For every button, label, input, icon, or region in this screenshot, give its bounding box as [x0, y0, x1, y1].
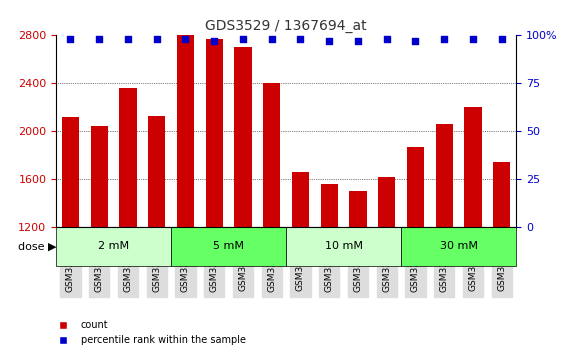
FancyBboxPatch shape [171, 227, 286, 266]
Bar [465, 107, 481, 227]
Bar [177, 35, 194, 227]
Bar [263, 83, 280, 227]
Point [267, 36, 276, 42]
Point [95, 36, 104, 42]
Bar [62, 117, 79, 227]
Bar [234, 47, 251, 227]
Bar [435, 124, 453, 227]
Point [296, 36, 305, 42]
Legend: count, percentile rank within the sample: count, percentile rank within the sample [50, 316, 250, 349]
FancyBboxPatch shape [401, 227, 516, 266]
Point [382, 36, 391, 42]
Bar [205, 39, 223, 227]
Bar [350, 191, 367, 227]
Bar [378, 177, 396, 227]
FancyBboxPatch shape [56, 227, 171, 266]
Title: GDS3529 / 1367694_at: GDS3529 / 1367694_at [205, 19, 367, 33]
Point [152, 36, 161, 42]
Text: 5 mM: 5 mM [213, 241, 244, 251]
Point [353, 38, 362, 44]
Bar [91, 126, 108, 227]
Bar [148, 116, 165, 227]
Point [497, 36, 506, 42]
Point [181, 36, 190, 42]
Point [66, 36, 75, 42]
Bar [119, 88, 136, 227]
Text: 10 mM: 10 mM [325, 241, 362, 251]
Point [210, 38, 219, 44]
Text: dose ▶: dose ▶ [17, 241, 56, 251]
Text: 30 mM: 30 mM [440, 241, 477, 251]
Point [238, 36, 247, 42]
Bar [493, 162, 511, 227]
Point [325, 38, 334, 44]
Bar [292, 172, 309, 227]
Text: 2 mM: 2 mM [98, 241, 129, 251]
Bar [320, 184, 338, 227]
FancyBboxPatch shape [286, 227, 401, 266]
Bar [407, 147, 424, 227]
Point [440, 36, 449, 42]
Point [123, 36, 132, 42]
Point [411, 38, 420, 44]
Point [468, 36, 477, 42]
